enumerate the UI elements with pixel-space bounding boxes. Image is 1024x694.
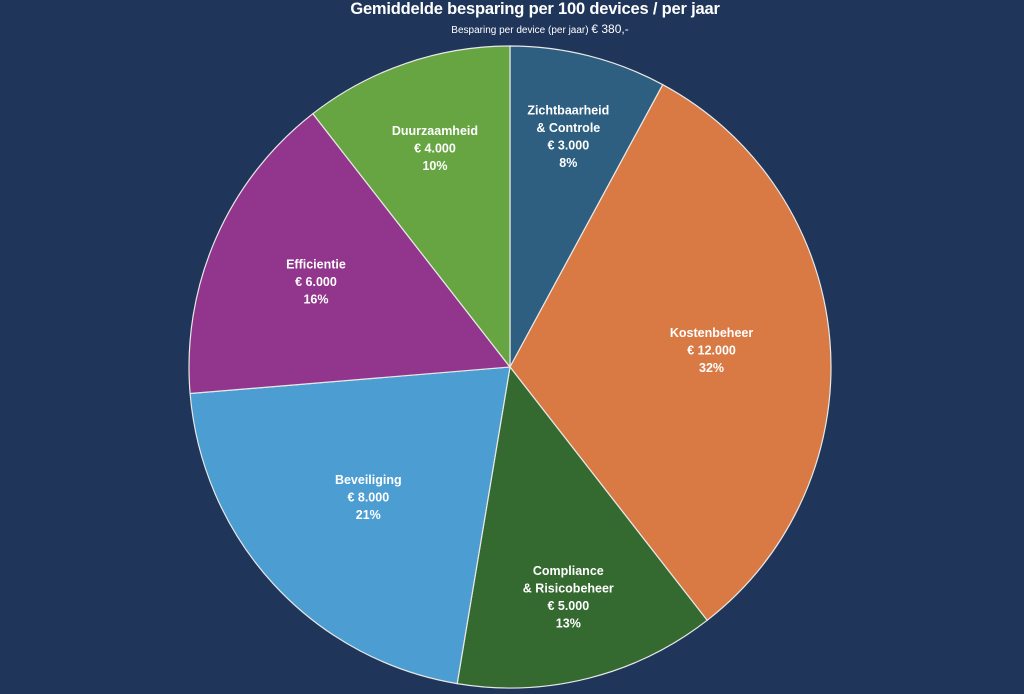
slice-value-label: € 12.000 [687,343,736,357]
slice-category-label: Kostenbeheer [670,326,753,340]
slice-category-label: Duurzaamheid [392,124,478,138]
slice-percent-label: 21% [356,508,381,522]
pie-slice-beveiliging [189,366,511,685]
slice-percent-label: 13% [556,617,581,631]
slice-category-label: Beveiliging [335,473,402,487]
chart-subtitle: Besparing per device (per jaar) € 380,- [0,22,1024,36]
slice-percent-label: 10% [422,159,447,173]
slice-category-label: Compliance [533,564,604,578]
slice-category-label: Zichtbaarheid [527,103,609,117]
pie-slice-duurzaamheid [311,45,511,369]
data-label-zichtbaarheid: Zichtbaarheid & Controle € 3.000 8% [527,103,609,170]
slice-value-label: € 4.000 [414,141,456,155]
pie-slice-zichtbaarheid [509,45,664,368]
slice-category-label: & Risicobeheer [523,582,614,596]
chart-title: Gemiddelde besparing per 100 devices / p… [350,0,720,18]
pie-slices [188,45,832,689]
slice-percent-label: 32% [699,361,724,375]
slice-category-label: Efficientie [286,257,346,271]
slice-value-label: € 8.000 [347,490,389,504]
slice-category-label: & Controle [536,121,600,135]
pie-slice-efficientie [188,112,512,395]
slice-value-label: € 3.000 [547,138,589,152]
data-label-efficientie: Efficientie € 6.000 16% [286,257,346,306]
subtitle-amount: € 380,- [591,22,629,36]
slice-percent-label: 16% [303,292,328,306]
pie-labels: Zichtbaarheid & Controle € 3.000 8% Kostenbe… [286,103,753,630]
slice-percent-label: 8% [559,156,577,170]
pie-slice-kostenbeheer [509,83,832,622]
pie-slice-compliance [456,365,709,689]
subtitle-prefix: Besparing per device (per jaar) [451,25,589,36]
data-label-kostenbeheer: Kostenbeheer € 12.000 32% [670,326,753,375]
data-label-compliance: Compliance & Risicobeheer € 5.000 13% [523,564,614,631]
data-label-duurzaamheid: Duurzaamheid € 4.000 10% [392,124,478,173]
slice-value-label: € 6.000 [295,275,337,289]
slice-value-label: € 5.000 [547,599,589,613]
data-label-beveiliging: Beveiliging € 8.000 21% [335,473,402,522]
